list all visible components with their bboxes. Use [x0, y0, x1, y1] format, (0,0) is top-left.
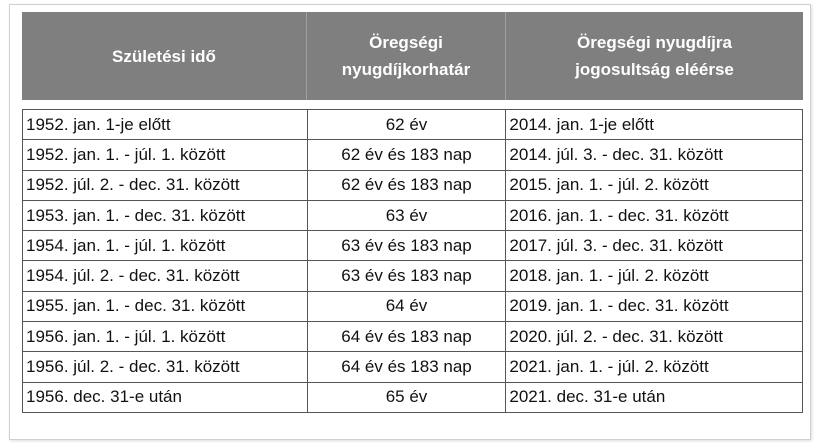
- table-row: 1954. jan. 1. - júl. 1. között 63 év és 1…: [22, 230, 803, 262]
- table-row: 1954. júl. 2. - dec. 31. között 63 év és …: [22, 260, 803, 292]
- header-text: nyugdíjkorhatár: [341, 60, 471, 79]
- header-cell: Öregségi nyugdíjra jogosultság eléérse: [506, 12, 803, 100]
- table-cell: 62 év: [306, 108, 507, 141]
- header-cell: Születési idő: [22, 12, 307, 100]
- header-text: jogosultság eléérse: [575, 60, 734, 79]
- table-cell: 63 év és 183 nap: [306, 230, 507, 262]
- table-row: 1952. jan. 1-je előtt 62 év 2014. jan. 1-j…: [22, 108, 803, 141]
- table-cell: 2017. júl. 3. - dec. 31. között: [505, 230, 803, 262]
- table-cell: 2018. jan. 1. - júl. 2. között: [505, 260, 803, 292]
- table-cell: 1953. jan. 1. - dec. 31. között: [22, 199, 308, 232]
- table-cell: 1952. jan. 1. - júl. 1. között: [22, 139, 308, 171]
- table-cell: 2019. jan. 1. - dec. 31. között: [505, 290, 803, 323]
- table-cell: 1956. jan. 1. - júl. 1. között: [22, 321, 308, 353]
- table-cell: 2014. jan. 1-je előtt: [505, 108, 803, 141]
- frame: [9, 4, 811, 440]
- table-cell: 2015. jan. 1. - júl. 2. között: [505, 169, 803, 201]
- header-text: Születési idő: [112, 46, 216, 66]
- table-cell: 2021. dec. 31-e után: [505, 381, 803, 413]
- table-header: Születési idő Öregségi nyugdíjkorhatár Öreg…: [22, 12, 803, 100]
- table-row: 1953. jan. 1. - dec. 31. között 63 év 2016…: [22, 199, 803, 232]
- table-cell: 1952. júl. 2. - dec. 31. között: [22, 169, 308, 201]
- table-cell: 63 év: [306, 199, 507, 232]
- header-text: Öregségi: [369, 33, 443, 52]
- table-cell: 2020. júl. 2. - dec. 31. között: [505, 321, 803, 353]
- table-cell: 63 év és 183 nap: [306, 260, 507, 292]
- table-cell: 64 év és 183 nap: [306, 321, 507, 353]
- table-cell: 1956. júl. 2. - dec. 31. között: [22, 351, 308, 383]
- table-cell: 2016. jan. 1. - dec. 31. között: [505, 199, 803, 232]
- table-row: 1956. dec. 31-e után 65 év 2021. dec. 31-e…: [22, 381, 803, 413]
- table-row: 1952. jan. 1. - júl. 1. között 62 év és 1…: [22, 139, 803, 171]
- table-cell: 2014. júl. 3. - dec. 31. között: [505, 139, 803, 171]
- table-row: 1956. júl. 2. - dec. 31. között 64 év és …: [22, 351, 803, 383]
- header-text: Öregségi nyugdíjra: [577, 33, 732, 52]
- header-cell: Öregségi nyugdíjkorhatár: [307, 12, 506, 100]
- table-body: 1952. jan. 1-je előtt 62 év 2014. jan. 1-j…: [22, 108, 803, 413]
- table-cell: 2021. jan. 1. - júl. 2. között: [505, 351, 803, 383]
- table-cell: 1954. júl. 2. - dec. 31. között: [22, 260, 308, 292]
- table-row: 1955. jan. 1. - dec. 31. között 64 év 2019…: [22, 290, 803, 323]
- table-cell: 1956. dec. 31-e után: [22, 381, 308, 413]
- table-cell: 62 év és 183 nap: [306, 139, 507, 171]
- table-row: 1956. jan. 1. - júl. 1. között 64 év és 1…: [22, 321, 803, 353]
- table-cell: 65 év: [306, 381, 507, 413]
- table-cell: 64 év és 183 nap: [306, 351, 507, 383]
- table-cell: 1955. jan. 1. - dec. 31. között: [22, 290, 308, 323]
- table-cell: 1954. jan. 1. - júl. 1. között: [22, 230, 308, 262]
- table-cell: 1952. jan. 1-je előtt: [22, 108, 308, 141]
- table-cell: 64 év: [306, 290, 507, 323]
- table-cell: 62 év és 183 nap: [306, 169, 507, 201]
- table-row: 1952. júl. 2. - dec. 31. között 62 év és …: [22, 169, 803, 201]
